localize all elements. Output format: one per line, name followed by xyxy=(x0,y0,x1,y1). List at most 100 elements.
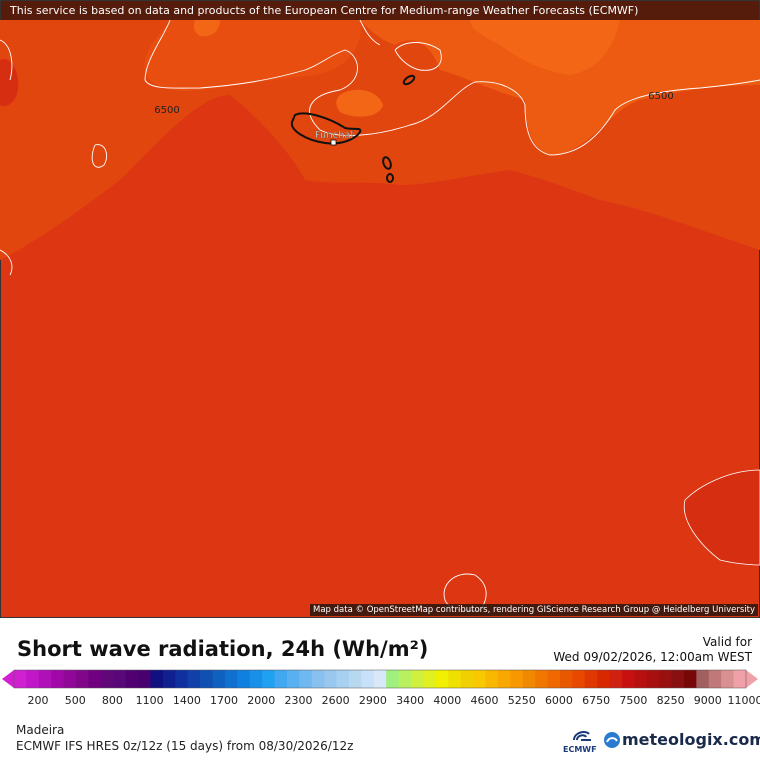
colorbar-swatch xyxy=(361,670,375,688)
colorbar-swatch xyxy=(473,670,486,688)
colorbar-swatch xyxy=(150,670,164,688)
colorbar-swatch xyxy=(559,670,573,688)
island-outline xyxy=(402,74,416,86)
colorbar-swatch xyxy=(634,670,648,688)
brand: meteologix.com xyxy=(622,730,760,749)
colorbar-swatch xyxy=(584,670,598,688)
colorbar-label: 6750 xyxy=(582,694,610,707)
colorbar-swatch xyxy=(386,670,400,688)
title: Short wave radiation, 24h (Wh/m²) xyxy=(17,637,429,661)
colorbar-arrow xyxy=(2,670,14,688)
colorbar-swatch xyxy=(286,670,300,688)
colorbar-swatch xyxy=(249,670,263,688)
colorbar-swatch xyxy=(311,670,325,688)
valid-label: Valid for xyxy=(702,635,752,649)
colorbar-swatch xyxy=(448,670,462,688)
colorbar-swatch xyxy=(336,670,350,688)
colorbar-swatch xyxy=(435,670,449,688)
colorbar-label: 8250 xyxy=(657,694,685,707)
colorbar-swatch xyxy=(411,670,424,688)
colorbar-swatch xyxy=(76,670,89,688)
colorbar-swatch xyxy=(274,670,288,688)
contour-label: 6500 xyxy=(154,105,179,116)
island-outline xyxy=(382,156,392,170)
bright-patch xyxy=(193,20,220,37)
colorbar-swatch xyxy=(460,670,474,688)
colorbar-swatch xyxy=(51,670,65,688)
colorbar-label: 1700 xyxy=(210,694,238,707)
island-outline xyxy=(386,173,394,183)
colorbar-swatch xyxy=(398,670,412,688)
colorbar-swatch xyxy=(609,670,623,688)
colorbar-swatch xyxy=(597,670,611,688)
colorbar: 200 500 800 1100 1400 1700 2000 2300 2600 2900 340… xyxy=(2,669,760,707)
ecmwf-logo xyxy=(573,731,591,741)
colorbar-label: 4000 xyxy=(433,694,461,707)
map: Funchal 6500 6500 xyxy=(0,0,760,618)
model-info: ECMWF IFS HRES 0z/12z (15 days) from 08/… xyxy=(16,739,354,753)
colorbar-swatch xyxy=(510,670,524,688)
colorbar-swatch xyxy=(63,670,77,688)
bright-region xyxy=(470,20,620,75)
colorbar-swatch xyxy=(324,670,338,688)
notice: This service is based on data and produc… xyxy=(1,1,759,20)
dark-patch xyxy=(0,59,19,107)
colorbar-label: 2000 xyxy=(247,694,275,707)
colorbar-swatch xyxy=(212,670,226,688)
colorbar-swatch xyxy=(187,670,201,688)
colorbar-label: 6000 xyxy=(545,694,573,707)
colorbar-swatch xyxy=(162,670,176,688)
colorbar-swatch xyxy=(100,670,114,688)
colorbar-swatch xyxy=(138,670,151,688)
colorbar-swatch xyxy=(547,670,561,688)
bright-patch xyxy=(336,89,383,117)
attribution: Map data © OpenStreetMap contributors, r… xyxy=(310,604,758,616)
colorbar-swatch xyxy=(262,670,276,688)
colorbar-swatch xyxy=(485,670,499,688)
city-label: Funchal xyxy=(315,130,354,141)
colorbar-swatch xyxy=(88,670,102,688)
light-region xyxy=(144,20,361,91)
colorbar-label: 1400 xyxy=(173,694,201,707)
colorbar-swatch xyxy=(14,670,27,688)
colorbar-arrow xyxy=(746,670,758,688)
colorbar-label: 11000 xyxy=(728,694,760,707)
colorbar-swatch xyxy=(535,670,548,688)
colorbar-swatch xyxy=(423,670,437,688)
colorbar-swatch xyxy=(237,670,251,688)
colorbar-swatch xyxy=(125,670,139,688)
colorbar-swatch xyxy=(200,670,214,688)
colorbar-swatch xyxy=(38,670,52,688)
colorbar-swatch xyxy=(373,670,387,688)
colorbar-swatch xyxy=(683,670,697,688)
colorbar-swatch xyxy=(646,670,660,688)
orange-region xyxy=(360,20,760,156)
colorbar-swatch xyxy=(572,670,586,688)
ecmwf-text: ECMWF xyxy=(563,745,597,754)
colorbar-swatch xyxy=(113,670,127,688)
colorbar-swatch xyxy=(299,670,313,688)
colorbar-swatch xyxy=(671,670,685,688)
colorbar-swatch xyxy=(224,670,238,688)
colorbar-swatch xyxy=(721,670,735,688)
colorbar-label: 2900 xyxy=(359,694,387,707)
colorbar-swatch xyxy=(621,670,635,688)
colorbar-label: 3400 xyxy=(396,694,424,707)
colorbar-swatch xyxy=(659,670,673,688)
region: Madeira xyxy=(16,723,65,737)
dark-patch xyxy=(683,469,760,566)
colorbar-label: 7500 xyxy=(619,694,647,707)
colorbar-label: 2600 xyxy=(322,694,350,707)
colorbar-frame xyxy=(13,669,747,689)
colorbar-swatch xyxy=(497,670,511,688)
valid-time: Wed 09/02/2026, 12:00am WEST xyxy=(553,650,752,664)
colorbar-swatch xyxy=(708,670,722,688)
contour-line xyxy=(0,19,760,611)
contour-label: 6500 xyxy=(648,91,673,102)
colorbar-label: 800 xyxy=(102,694,123,707)
colorbar-label: 200 xyxy=(28,694,49,707)
brand-icon xyxy=(604,732,620,748)
colorbar-label: 500 xyxy=(65,694,86,707)
colorbar-label: 5250 xyxy=(508,694,536,707)
